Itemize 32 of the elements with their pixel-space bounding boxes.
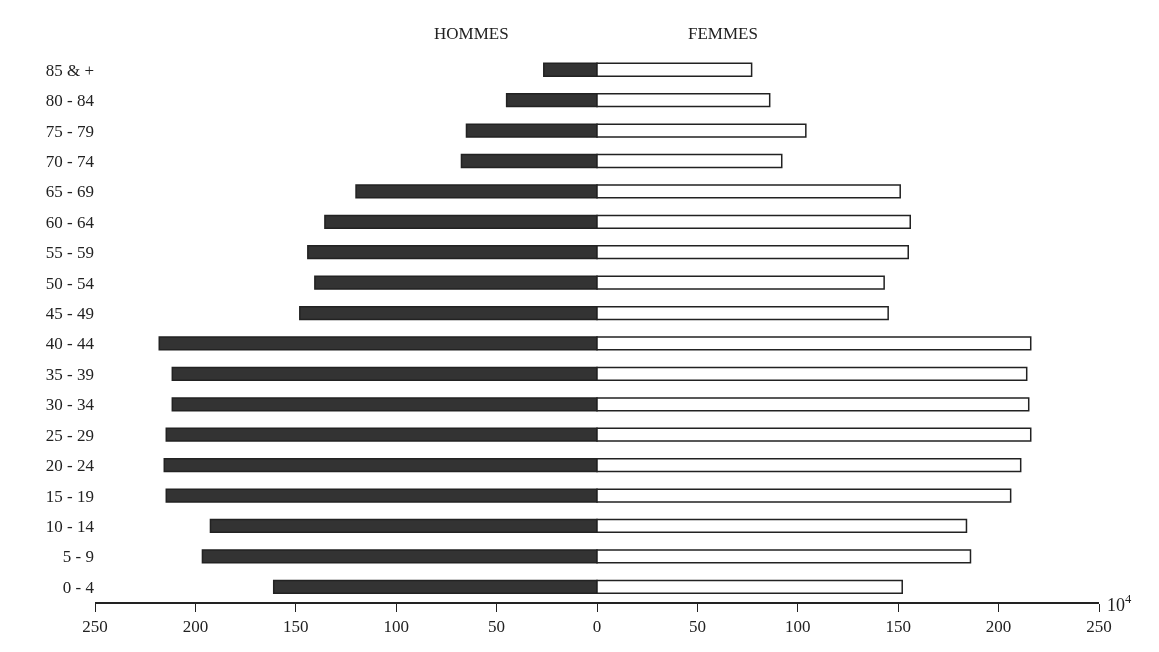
y-tick-label: 20 - 24 xyxy=(45,456,95,476)
y-tick-label: 65 - 69 xyxy=(45,182,94,202)
y-tick-label: 75 - 79 xyxy=(45,121,94,141)
y-tick-label: 55 - 59 xyxy=(45,243,94,263)
y-tick-label: 35 - 39 xyxy=(45,364,94,384)
x-axis-title: 10$^{4}$ xyxy=(1107,592,1132,615)
y-tick-label: 25 - 29 xyxy=(45,425,94,445)
y-tick-label: 45 - 49 xyxy=(45,304,94,324)
x-tick-label: 100 xyxy=(383,617,409,637)
y-tick-label: 80 - 84 xyxy=(45,91,95,111)
y-tick-label: 0 - 4 xyxy=(62,577,95,597)
x-tick-label: 200 xyxy=(985,617,1012,637)
y-tick-label: 50 - 54 xyxy=(45,273,95,293)
x-tick-label: 150 xyxy=(885,617,911,637)
y-tick-label: 10 - 14 xyxy=(45,516,95,536)
x-tick-label: 150 xyxy=(283,617,309,637)
y-tick-label: 15 - 19 xyxy=(45,486,94,506)
y-tick-label: 30 - 34 xyxy=(45,395,95,415)
x-tick-label: 100 xyxy=(785,617,811,637)
y-tick-label: 70 - 74 xyxy=(45,151,95,171)
text: HOMMES xyxy=(434,24,509,43)
y-tick-label: 85 & + xyxy=(45,60,94,80)
x-tick-label: 50 xyxy=(488,617,506,637)
y-tick-label: 60 - 64 xyxy=(45,212,95,232)
series-label: FEMMES xyxy=(688,24,758,43)
y-tick-label: 40 - 44 xyxy=(45,334,95,354)
x-tick-label: 250 xyxy=(1086,617,1112,637)
x-tick-label: 200 xyxy=(182,617,209,637)
x-tick-label: 250 xyxy=(82,617,108,637)
x-tick-label: 0 xyxy=(592,617,602,637)
x-tick-label: 50 xyxy=(688,617,706,637)
y-tick-label: 5 - 9 xyxy=(62,547,94,567)
